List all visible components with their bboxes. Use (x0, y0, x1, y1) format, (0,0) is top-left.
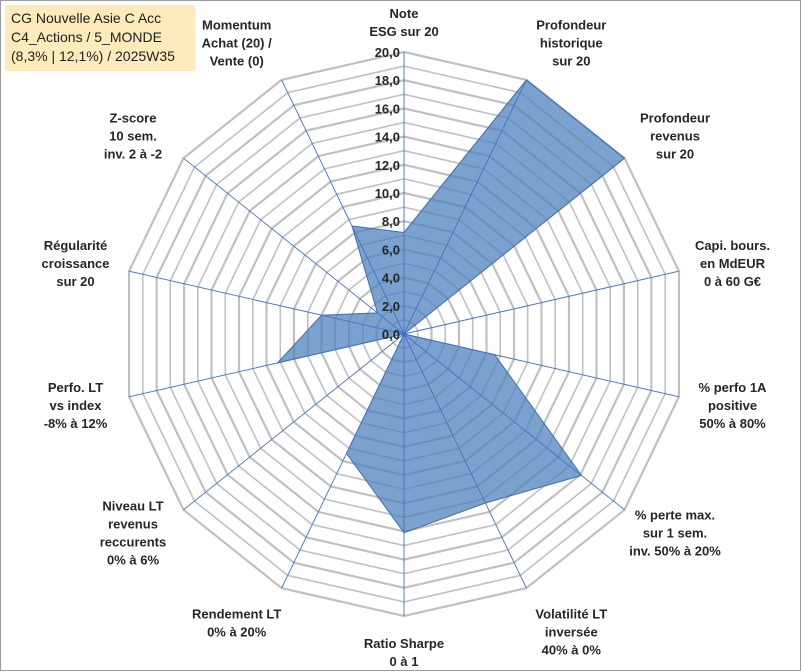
axis-label-line: Volatilité LT (535, 607, 607, 622)
axis-label-line: 0% à 20% (207, 625, 267, 640)
axis-label-line: revenus (650, 129, 700, 144)
axis-label: Niveau LT revenus reccurents 0% à 6% (100, 498, 166, 567)
axis-label: Ratio Sharpe 0 à 1 (364, 636, 444, 669)
axis-label-line: % perfo 1A (699, 380, 768, 395)
axis-label-line: Rendement LT (192, 607, 281, 622)
axis-label-line: positive (708, 398, 757, 413)
spokes (128, 52, 680, 616)
axis-label-line: inv. 2 à -2 (104, 147, 162, 162)
axis-label: Régularité croissance sur 20 (42, 238, 110, 289)
tick-label: 14,0 (375, 130, 400, 145)
axis-spoke (403, 79, 527, 335)
axis-label-line: 50% à 80% (699, 416, 766, 431)
axis-label-line: ESG sur 20 (369, 24, 438, 39)
axis-label: % perte max. sur 1 sem. inv. 50% à 20% (629, 507, 721, 558)
axis-spoke (403, 157, 625, 335)
axis-label-line: inv. 50% à 20% (629, 543, 721, 558)
axis-label-line: vs index (49, 398, 102, 413)
tick-label: 8,0 (382, 214, 400, 229)
axis-label-line: Z-score (110, 111, 157, 126)
fund-name: CG Nouvelle Asie C Acc (11, 10, 162, 26)
axis-spoke (281, 79, 405, 335)
axis-label: Note ESG sur 20 (369, 6, 438, 39)
axis-spoke (128, 270, 405, 335)
axis-label-line: 0 à 60 G€ (704, 274, 761, 289)
axis-label: Capi. bours. en MdEUR 0 à 60 G€ (695, 238, 770, 289)
axis-label-line: Note (390, 6, 419, 21)
axis-label-line: revenus (108, 516, 158, 531)
tick-label: 2,0 (382, 299, 400, 314)
axis-label-line: sur 20 (656, 147, 694, 162)
axis-label-line: Vente (0) (210, 54, 264, 69)
axis-label: Z-score 10 sem. inv. 2 à -2 (104, 111, 162, 162)
tick-label: 10,0 (375, 186, 400, 201)
axis-label-line: -8% à 12% (44, 416, 108, 431)
axis-spoke (403, 333, 680, 398)
axis-label-line: % perte max. (635, 507, 715, 522)
axis-label: Volatilité LT inversée 40% à 0% (535, 607, 607, 658)
tick-label: 4,0 (382, 271, 400, 286)
tick-label: 6,0 (382, 242, 400, 257)
axis-label-line: croissance (42, 256, 110, 271)
axis-label: % perfo 1A positive 50% à 80% (699, 380, 768, 431)
axis-label-line: Achat (20) / (202, 36, 272, 51)
axis-label-line: Perfo. LT (48, 380, 103, 395)
axis-label: Rendement LT 0% à 20% (192, 607, 281, 640)
axis-label-line: sur 1 sem. (643, 525, 707, 540)
axis-label-line: Régularité (44, 238, 108, 253)
tick-label: 16,0 (375, 101, 400, 116)
axis-label-line: sur 20 (552, 54, 590, 69)
axis-label-line: historique (540, 36, 603, 51)
axis-label-line: Capi. bours. (695, 238, 770, 253)
fund-stats: (8,3% | 12,1%) / 2025W35 (11, 48, 175, 64)
axis-labels: Note ESG sur 20 Profondeur historique sur 20… (42, 6, 771, 669)
axis-spoke (183, 333, 405, 511)
axis-label-line: Niveau LT (102, 498, 163, 513)
axis-label-line: 0% à 6% (107, 552, 159, 567)
axis-spoke (183, 157, 405, 335)
axis-label: Perfo. LT vs index -8% à 12% (44, 380, 108, 431)
axis-label-line: en MdEUR (700, 256, 766, 271)
tick-label: 18,0 (375, 73, 400, 88)
axis-label-line: Momentum (202, 18, 271, 33)
axis-spoke (403, 333, 625, 511)
axis-label-line: sur 20 (56, 274, 94, 289)
axis-spoke (403, 270, 680, 335)
axis-label-line: Ratio Sharpe (364, 636, 444, 651)
tick-label: 0,0 (382, 327, 400, 342)
axis-label-line: 0 à 1 (390, 654, 419, 669)
axis-label: Profondeur revenus sur 20 (640, 111, 710, 162)
axis-label-line: 10 sem. (109, 129, 157, 144)
axis-label: Profondeur historique sur 20 (536, 18, 606, 69)
axis-label-line: reccurents (100, 534, 166, 549)
axis-label-line: Profondeur (640, 111, 710, 126)
axis-label-line: inversée (545, 625, 598, 640)
axis-spoke (403, 333, 527, 589)
tick-label: 12,0 (375, 158, 400, 173)
tick-labels: 0,0 2,0 4,0 6,0 8,0 10,0 12,0 14,0 16,0 18,0 20,0 (375, 45, 400, 342)
axis-spoke (281, 333, 405, 589)
fund-title-box: CG Nouvelle Asie C Acc C4_Actions / 5_MO… (5, 5, 195, 71)
axis-label-line: Profondeur (536, 18, 606, 33)
tick-label: 20,0 (375, 45, 400, 60)
axis-label-line: 40% à 0% (542, 643, 602, 658)
fund-category: C4_Actions / 5_MONDE (11, 29, 162, 45)
axis-label: Momentum Achat (20) / Vente (0) (202, 18, 272, 69)
axis-spoke (128, 333, 405, 398)
